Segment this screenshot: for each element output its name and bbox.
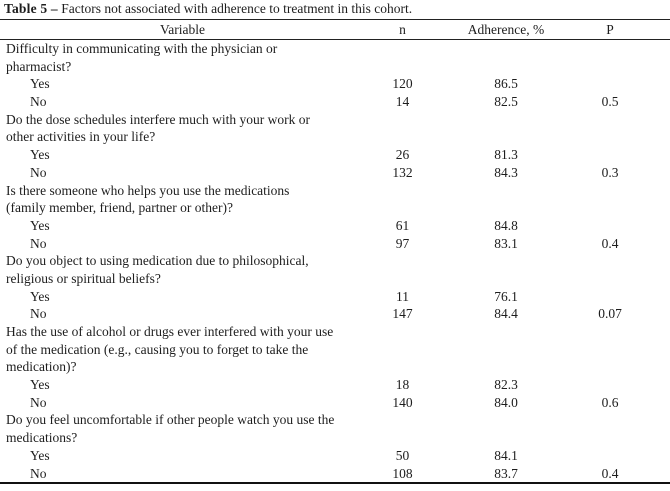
table-title-label: Table 5 – (4, 1, 58, 16)
adherence-value: 82.3 (494, 377, 518, 393)
question-text: Do you object to using medication due to… (6, 253, 309, 269)
question-text: Do the dose schedules interfere much wit… (6, 111, 311, 127)
p-value: 0.4 (601, 235, 619, 251)
adherence-value: 84.8 (494, 217, 518, 233)
p-value (572, 217, 648, 235)
adherence-value: 76.1 (494, 288, 518, 304)
answer-label: Yes (30, 447, 50, 463)
question-text: of the medication (e.g., causing you to … (6, 341, 309, 357)
n-value: 61 (395, 217, 410, 233)
question-text: (family member, friend, partner or other… (6, 200, 233, 216)
p-value: 0.3 (601, 164, 619, 180)
question-text: Difficulty in communicating with the phy… (6, 41, 278, 56)
answer-label: No (30, 94, 47, 110)
question-text: medications? (6, 430, 78, 446)
p-value (572, 447, 648, 465)
question-row: medication)? (0, 358, 670, 376)
question-row: Do the dose schedules interfere much wit… (0, 111, 670, 129)
table-title-text: Factors not associated with adherence to… (61, 1, 413, 16)
answer-row: No 108 83.7 0.4 (0, 465, 670, 483)
question-row: Is there someone who helps you use the m… (0, 182, 670, 200)
p-value: 0.07 (598, 306, 622, 322)
answer-row: Yes 61 84.8 (0, 217, 670, 235)
adherence-value: 84.4 (494, 306, 518, 322)
answer-label: Yes (30, 217, 50, 233)
answer-label: Yes (30, 288, 50, 304)
table-title: Table 5 – Factors not associated with ad… (0, 0, 670, 20)
column-header-n: n (399, 22, 406, 37)
adherence-value: 81.3 (494, 147, 518, 163)
question-row: Do you feel uncomfortable if other peopl… (0, 411, 670, 429)
question-row: Difficulty in communicating with the phy… (0, 40, 670, 58)
adherence-value: 84.3 (494, 164, 518, 180)
answer-label: No (30, 394, 47, 410)
n-value: 26 (395, 147, 410, 163)
p-value (572, 146, 648, 164)
n-value: 18 (395, 377, 410, 393)
column-header-p: P (606, 22, 614, 37)
adherence-value: 84.0 (494, 394, 518, 410)
adherence-value: 83.7 (494, 465, 518, 481)
answer-label: No (30, 164, 47, 180)
question-text: other activities in your life? (6, 129, 156, 145)
question-text: medication)? (6, 359, 77, 375)
p-value (572, 75, 648, 93)
question-text: Is there someone who helps you use the m… (6, 182, 290, 198)
answer-row: Yes 11 76.1 (0, 288, 670, 306)
p-value: 0.6 (601, 394, 619, 410)
question-text: Has the use of alcohol or drugs ever int… (6, 324, 334, 339)
question-row: other activities in your life? (0, 128, 670, 146)
n-value: 97 (395, 235, 410, 251)
answer-label: No (30, 306, 47, 322)
n-value: 50 (395, 447, 410, 463)
table-body: Difficulty in communicating with the phy… (0, 40, 670, 485)
answer-row: No 147 84.4 0.07 (0, 305, 670, 323)
question-row: Has the use of alcohol or drugs ever int… (0, 323, 670, 341)
question-row: religious or spiritual beliefs? (0, 270, 670, 288)
question-text: pharmacist? (6, 58, 72, 74)
question-row: (family member, friend, partner or other… (0, 199, 670, 217)
n-value: 147 (392, 306, 413, 322)
column-header-variable: Variable (160, 22, 205, 37)
adherence-value: 86.5 (494, 76, 518, 92)
answer-row: No 97 83.1 0.4 (0, 235, 670, 253)
answer-label: No (30, 465, 47, 481)
n-value: 14 (395, 94, 410, 110)
answer-row: Yes 50 84.1 (0, 447, 670, 465)
adherence-value: 83.1 (494, 235, 518, 251)
question-row: medications? (0, 429, 670, 447)
p-value (572, 376, 648, 394)
question-text: religious or spiritual beliefs? (6, 270, 161, 286)
answer-row: No 132 84.3 0.3 (0, 164, 670, 182)
question-text: Do you feel uncomfortable if other peopl… (6, 412, 335, 428)
answer-label: Yes (30, 147, 50, 163)
adherence-value: 84.1 (494, 447, 518, 463)
question-row: Do you object to using medication due to… (0, 252, 670, 270)
p-value: 0.4 (601, 465, 619, 481)
table-header-row: Variable n Adherence, % P (0, 20, 670, 40)
answer-row: No 14 82.5 0.5 (0, 93, 670, 111)
column-header-adherence: Adherence, % (467, 22, 545, 37)
answer-label: Yes (30, 76, 50, 92)
n-value: 140 (392, 394, 413, 410)
n-value: 11 (396, 288, 409, 304)
answer-row: Yes 18 82.3 (0, 376, 670, 394)
n-value: 132 (392, 164, 413, 180)
adherence-value: 82.5 (494, 94, 518, 110)
n-value: 120 (392, 76, 413, 92)
answer-label: Yes (30, 377, 50, 393)
answer-row: Yes 26 81.3 (0, 146, 670, 164)
answer-row: Yes 120 86.5 (0, 75, 670, 93)
p-value (572, 288, 648, 306)
n-value: 108 (392, 465, 413, 481)
p-value: 0.5 (601, 94, 619, 110)
answer-row: No 140 84.0 0.6 (0, 394, 670, 412)
question-row: pharmacist? (0, 58, 670, 76)
answer-label: No (30, 235, 47, 251)
question-row: of the medication (e.g., causing you to … (0, 341, 670, 359)
